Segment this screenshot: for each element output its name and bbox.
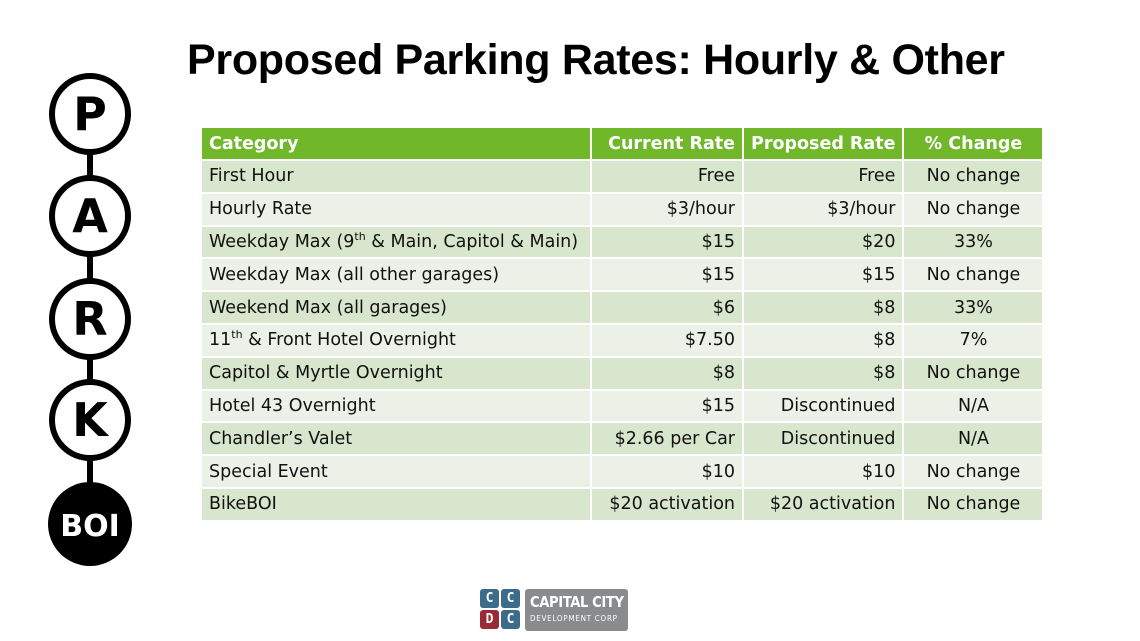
cell-current-rate: $2.66 per Car xyxy=(591,422,744,457)
table-row: 11th & Front Hotel Overnight $7.50 $8 7% xyxy=(202,323,1045,358)
parking-rates-table: Category Current Rate Proposed Rate % Ch… xyxy=(202,128,1045,522)
table-row: Hourly Rate $3/hour $3/hour No change xyxy=(202,192,1045,227)
cell-percent-change: 7% xyxy=(903,323,1045,358)
logo-block-d: D xyxy=(480,610,499,629)
cell-category: First Hour xyxy=(202,160,592,194)
cell-current-rate: $15 xyxy=(591,258,744,293)
table-row: Special Event $10 $10 No change xyxy=(202,455,1045,489)
cell-category: Hourly Rate xyxy=(202,192,592,227)
cell-category: Capitol & Myrtle Overnight xyxy=(202,356,592,391)
header-current-rate: Current Rate xyxy=(591,128,744,161)
cell-category: BikeBOI xyxy=(202,487,592,522)
table-row: Capitol & Myrtle Overnight $8 $8 No chan… xyxy=(202,356,1045,391)
cell-percent-change: N/A xyxy=(903,422,1045,457)
cell-proposed-rate: Discontinued xyxy=(743,389,905,424)
cell-proposed-rate: $20 activation xyxy=(743,487,905,522)
logo-block-c2: C xyxy=(501,589,520,608)
cell-current-rate: $15 xyxy=(591,389,744,424)
cell-proposed-rate: Discontinued xyxy=(743,422,905,457)
logo-name-line2: DEVELOPMENT CORP xyxy=(530,614,618,623)
cell-category: Chandler’s Valet xyxy=(202,422,592,457)
cell-percent-change: No change xyxy=(903,258,1045,293)
park-boi-logo: P A R K BOI xyxy=(48,73,132,566)
cell-percent-change: No change xyxy=(903,356,1045,391)
cell-proposed-rate: $8 xyxy=(743,291,905,325)
cell-current-rate: Free xyxy=(591,160,744,194)
cell-proposed-rate: $8 xyxy=(743,356,905,391)
logo-badge-boi: BOI xyxy=(60,509,120,544)
cell-proposed-rate: $15 xyxy=(743,258,905,293)
cell-proposed-rate: $20 xyxy=(743,225,905,260)
cell-percent-change: No change xyxy=(903,455,1045,489)
table-row: BikeBOI $20 activation $20 activation No… xyxy=(202,487,1045,522)
logo-block-c1: C xyxy=(480,589,499,608)
cell-current-rate: $6 xyxy=(591,291,744,325)
cell-current-rate: $3/hour xyxy=(591,192,744,227)
logo-name-line1: CAPITAL CITY xyxy=(530,593,624,611)
table-row: Weekday Max (all other garages) $15 $15 … xyxy=(202,258,1045,293)
logo-block-c3: C xyxy=(501,610,520,629)
cell-category: Special Event xyxy=(202,455,592,489)
cell-current-rate: $8 xyxy=(591,356,744,391)
header-percent-change: % Change xyxy=(903,128,1045,161)
cell-percent-change: No change xyxy=(903,160,1045,194)
logo-letter-a: A xyxy=(72,189,108,243)
table-row: Chandler’s Valet $2.66 per Car Discontin… xyxy=(202,422,1045,457)
cell-category: Weekend Max (all garages) xyxy=(202,291,592,325)
cell-proposed-rate: $8 xyxy=(743,323,905,358)
table-row: Weekend Max (all garages) $6 $8 33% xyxy=(202,291,1045,325)
table-row: Hotel 43 Overnight $15 Discontinued N/A xyxy=(202,389,1045,424)
header-category: Category xyxy=(202,128,592,161)
table-header-row: Category Current Rate Proposed Rate % Ch… xyxy=(202,128,1045,161)
cell-category: Hotel 43 Overnight xyxy=(202,389,592,424)
cell-category: Weekday Max (all other garages) xyxy=(202,258,592,293)
cell-current-rate: $7.50 xyxy=(591,323,744,358)
cell-percent-change: N/A xyxy=(903,389,1045,424)
table-row: First Hour Free Free No change xyxy=(202,160,1045,194)
logo-name-plate: CAPITAL CITY DEVELOPMENT CORP xyxy=(525,589,628,631)
cell-category: Weekday Max (9th & Main, Capitol & Main) xyxy=(202,225,592,260)
logo-letter-k: K xyxy=(72,393,110,447)
cell-current-rate: $20 activation xyxy=(591,487,744,522)
cell-percent-change: No change xyxy=(903,487,1045,522)
header-proposed-rate: Proposed Rate xyxy=(743,128,905,161)
cell-proposed-rate: $3/hour xyxy=(743,192,905,227)
cell-percent-change: No change xyxy=(903,192,1045,227)
logo-letter-r: R xyxy=(72,292,107,346)
cell-percent-change: 33% xyxy=(903,225,1045,260)
table-row: Weekday Max (9th & Main, Capitol & Main)… xyxy=(202,225,1045,260)
slide-title: Proposed Parking Rates: Hourly & Other xyxy=(187,36,1005,84)
cell-category: 11th & Front Hotel Overnight xyxy=(202,323,592,358)
capital-city-development-corp-logo: C C D C CAPITAL CITY DEVELOPMENT CORP xyxy=(480,589,628,631)
logo-letter-p: P xyxy=(73,87,107,141)
cell-current-rate: $15 xyxy=(591,225,744,260)
cell-percent-change: 33% xyxy=(903,291,1045,325)
cell-current-rate: $10 xyxy=(591,455,744,489)
cell-proposed-rate: Free xyxy=(743,160,905,194)
cell-proposed-rate: $10 xyxy=(743,455,905,489)
